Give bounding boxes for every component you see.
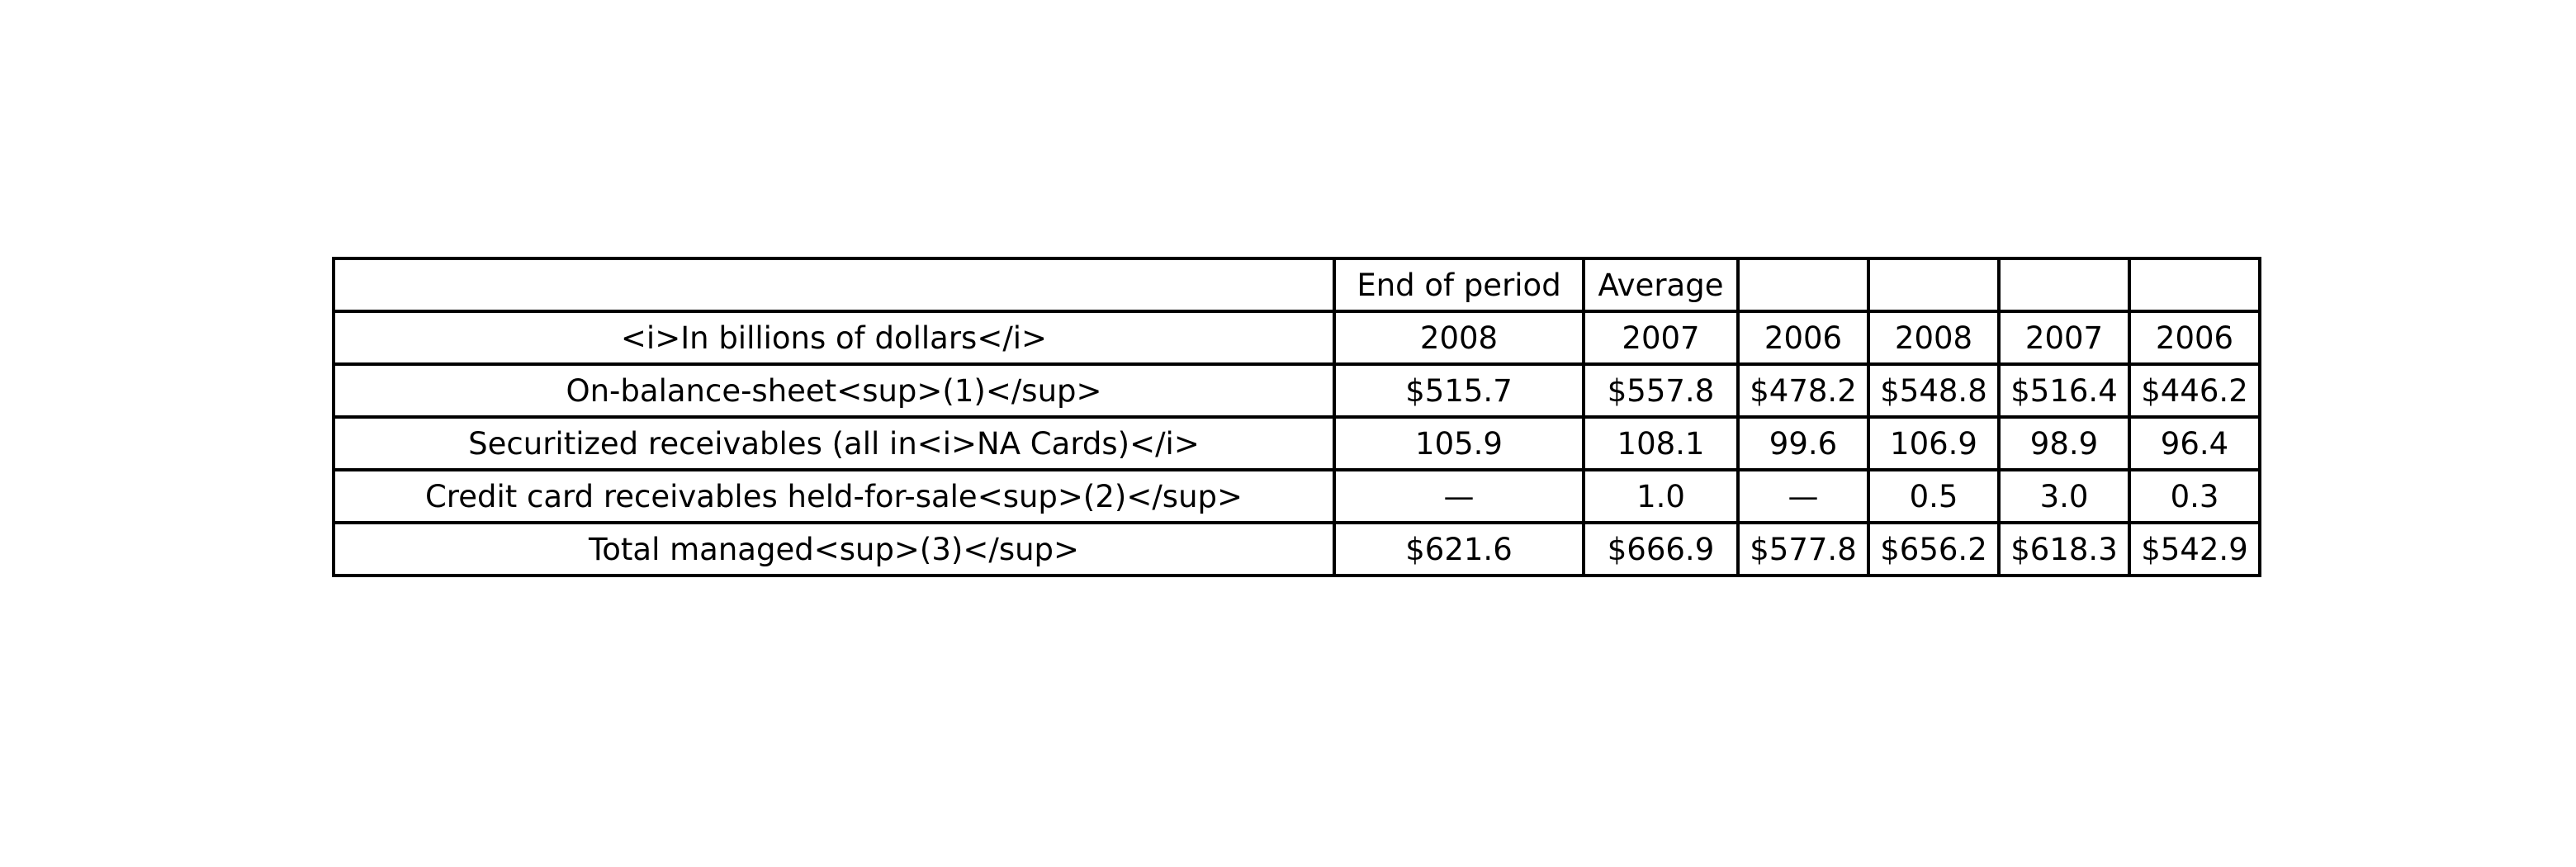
header-cell-c0: [332, 257, 1336, 313]
table-cell-c4: 0.5: [1867, 468, 2001, 524]
table-cell-c1: 105.9: [1333, 415, 1585, 471]
table-cell-c2: 2007: [1582, 310, 1740, 366]
table-cell-c5: $618.3: [1997, 521, 2131, 577]
table-cell-c1: $515.7: [1333, 362, 1585, 419]
header-cell-c4: [1867, 257, 2001, 313]
header-row: End of period Average: [332, 257, 2261, 313]
table-cell-c6: 0.3: [2128, 468, 2261, 524]
table-cell-c4: $548.8: [1867, 362, 2001, 419]
table-cell-c0: Credit card receivables held-for-sale<su…: [332, 468, 1336, 524]
header-cell-c6: [2128, 257, 2261, 313]
table-cell-c5: 2007: [1997, 310, 2131, 366]
table-cell-c6: $542.9: [2128, 521, 2261, 577]
table-row: Credit card receivables held-for-sale<su…: [332, 468, 2261, 524]
table-cell-c0: Total managed<sup>(3)</sup>: [332, 521, 1336, 577]
table-cell-c2: $666.9: [1582, 521, 1740, 577]
table-body: End of period Average <i>In billions of do…: [332, 257, 2261, 577]
header-cell-c2: Average: [1582, 257, 1740, 313]
data-table: End of period Average <i>In billions of do…: [332, 257, 2261, 577]
table-cell-c0: Securitized receivables (all in<i>NA Car…: [332, 415, 1336, 471]
header-cell-c3: [1736, 257, 1870, 313]
table-cell-c1: —: [1333, 468, 1585, 524]
table-cell-c2: $557.8: [1582, 362, 1740, 419]
table-cell-c3: $577.8: [1736, 521, 1870, 577]
header-cell-c5: [1997, 257, 2131, 313]
table-cell-c2: 1.0: [1582, 468, 1740, 524]
table-cell-c4: $656.2: [1867, 521, 2001, 577]
table-cell-c4: 106.9: [1867, 415, 2001, 471]
table-cell-c6: 96.4: [2128, 415, 2261, 471]
table-cell-c5: 3.0: [1997, 468, 2131, 524]
table-row: On-balance-sheet<sup>(1)</sup> $515.7 $557…: [332, 362, 2261, 419]
table-cell-c0: On-balance-sheet<sup>(1)</sup>: [332, 362, 1336, 419]
table-row: Securitized receivables (all in<i>NA Car…: [332, 415, 2261, 471]
table-cell-c1: $621.6: [1333, 521, 1585, 577]
header-cell-c1: End of period: [1333, 257, 1585, 313]
table-cell-c3: —: [1736, 468, 1870, 524]
table-cell-c5: 98.9: [1997, 415, 2131, 471]
table-cell-c6: 2006: [2128, 310, 2261, 366]
table-cell-c3: $478.2: [1736, 362, 1870, 419]
table-cell-c6: $446.2: [2128, 362, 2261, 419]
table-row: Total managed<sup>(3)</sup> $621.6 $666.9 $…: [332, 521, 2261, 577]
table-cell-c4: 2008: [1867, 310, 2001, 366]
table-row: <i>In billions of dollars</i> 2008 2007 200…: [332, 310, 2261, 366]
table-cell-c2: 108.1: [1582, 415, 1740, 471]
table-cell-c3: 99.6: [1736, 415, 1870, 471]
table-cell-c5: $516.4: [1997, 362, 2131, 419]
table-cell-c3: 2006: [1736, 310, 1870, 366]
table-cell-c1: 2008: [1333, 310, 1585, 366]
table-cell-c0: <i>In billions of dollars</i>: [332, 310, 1336, 366]
